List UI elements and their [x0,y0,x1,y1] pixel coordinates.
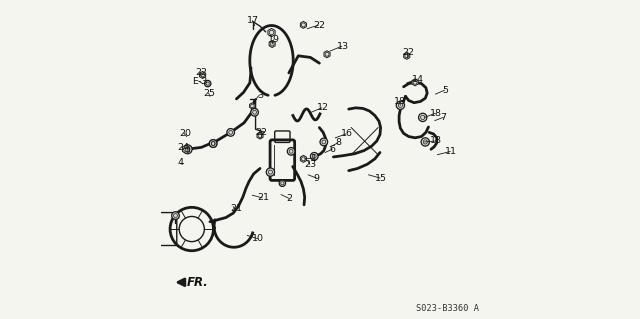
Text: 4: 4 [177,158,183,167]
Text: 13: 13 [337,42,349,51]
Polygon shape [250,103,255,109]
Polygon shape [300,155,307,162]
Text: 18: 18 [430,109,442,118]
Circle shape [209,140,217,147]
Polygon shape [200,71,205,78]
Polygon shape [404,52,410,59]
Polygon shape [324,51,330,58]
Circle shape [396,101,404,109]
Text: 7: 7 [440,113,447,122]
Text: 25: 25 [204,89,216,98]
Text: 24: 24 [177,143,189,152]
Text: 22: 22 [195,68,207,77]
Circle shape [279,180,285,186]
Text: 6: 6 [330,145,335,154]
Polygon shape [300,21,307,28]
Text: 18: 18 [394,97,406,106]
Circle shape [205,80,211,87]
Polygon shape [269,41,275,48]
Text: 11: 11 [445,147,457,156]
Polygon shape [268,28,275,37]
Text: 18: 18 [430,137,442,145]
Text: 3: 3 [257,91,263,100]
Text: 12: 12 [317,103,329,112]
Text: 5: 5 [442,86,448,95]
Polygon shape [412,79,418,86]
Text: S023-B3360 A: S023-B3360 A [416,304,479,313]
Circle shape [320,138,328,146]
Circle shape [287,147,295,155]
Circle shape [310,152,318,160]
Circle shape [172,212,179,219]
Circle shape [419,113,427,122]
Circle shape [421,138,429,146]
Circle shape [183,145,192,154]
Text: 17: 17 [247,16,259,25]
Text: 9: 9 [314,174,319,182]
Text: 19: 19 [268,35,280,44]
Text: 22: 22 [255,128,268,137]
Text: 22: 22 [313,21,325,30]
Text: 10: 10 [252,234,264,243]
Polygon shape [182,145,189,153]
Text: 21: 21 [230,204,242,213]
Text: 20: 20 [179,129,191,138]
Text: 22: 22 [403,48,414,57]
Text: 16: 16 [340,130,353,138]
Text: FR.: FR. [187,276,209,289]
Text: 2: 2 [287,194,292,203]
Polygon shape [257,132,263,139]
Text: 1: 1 [311,154,317,163]
Text: 21: 21 [257,193,269,202]
Circle shape [227,129,234,136]
Circle shape [251,108,259,116]
Text: E-3: E-3 [192,77,207,86]
Circle shape [209,140,217,147]
Text: 23: 23 [305,160,317,169]
Text: 15: 15 [375,174,387,182]
Circle shape [266,168,275,176]
Text: 14: 14 [412,75,424,84]
Text: 8: 8 [335,138,341,147]
